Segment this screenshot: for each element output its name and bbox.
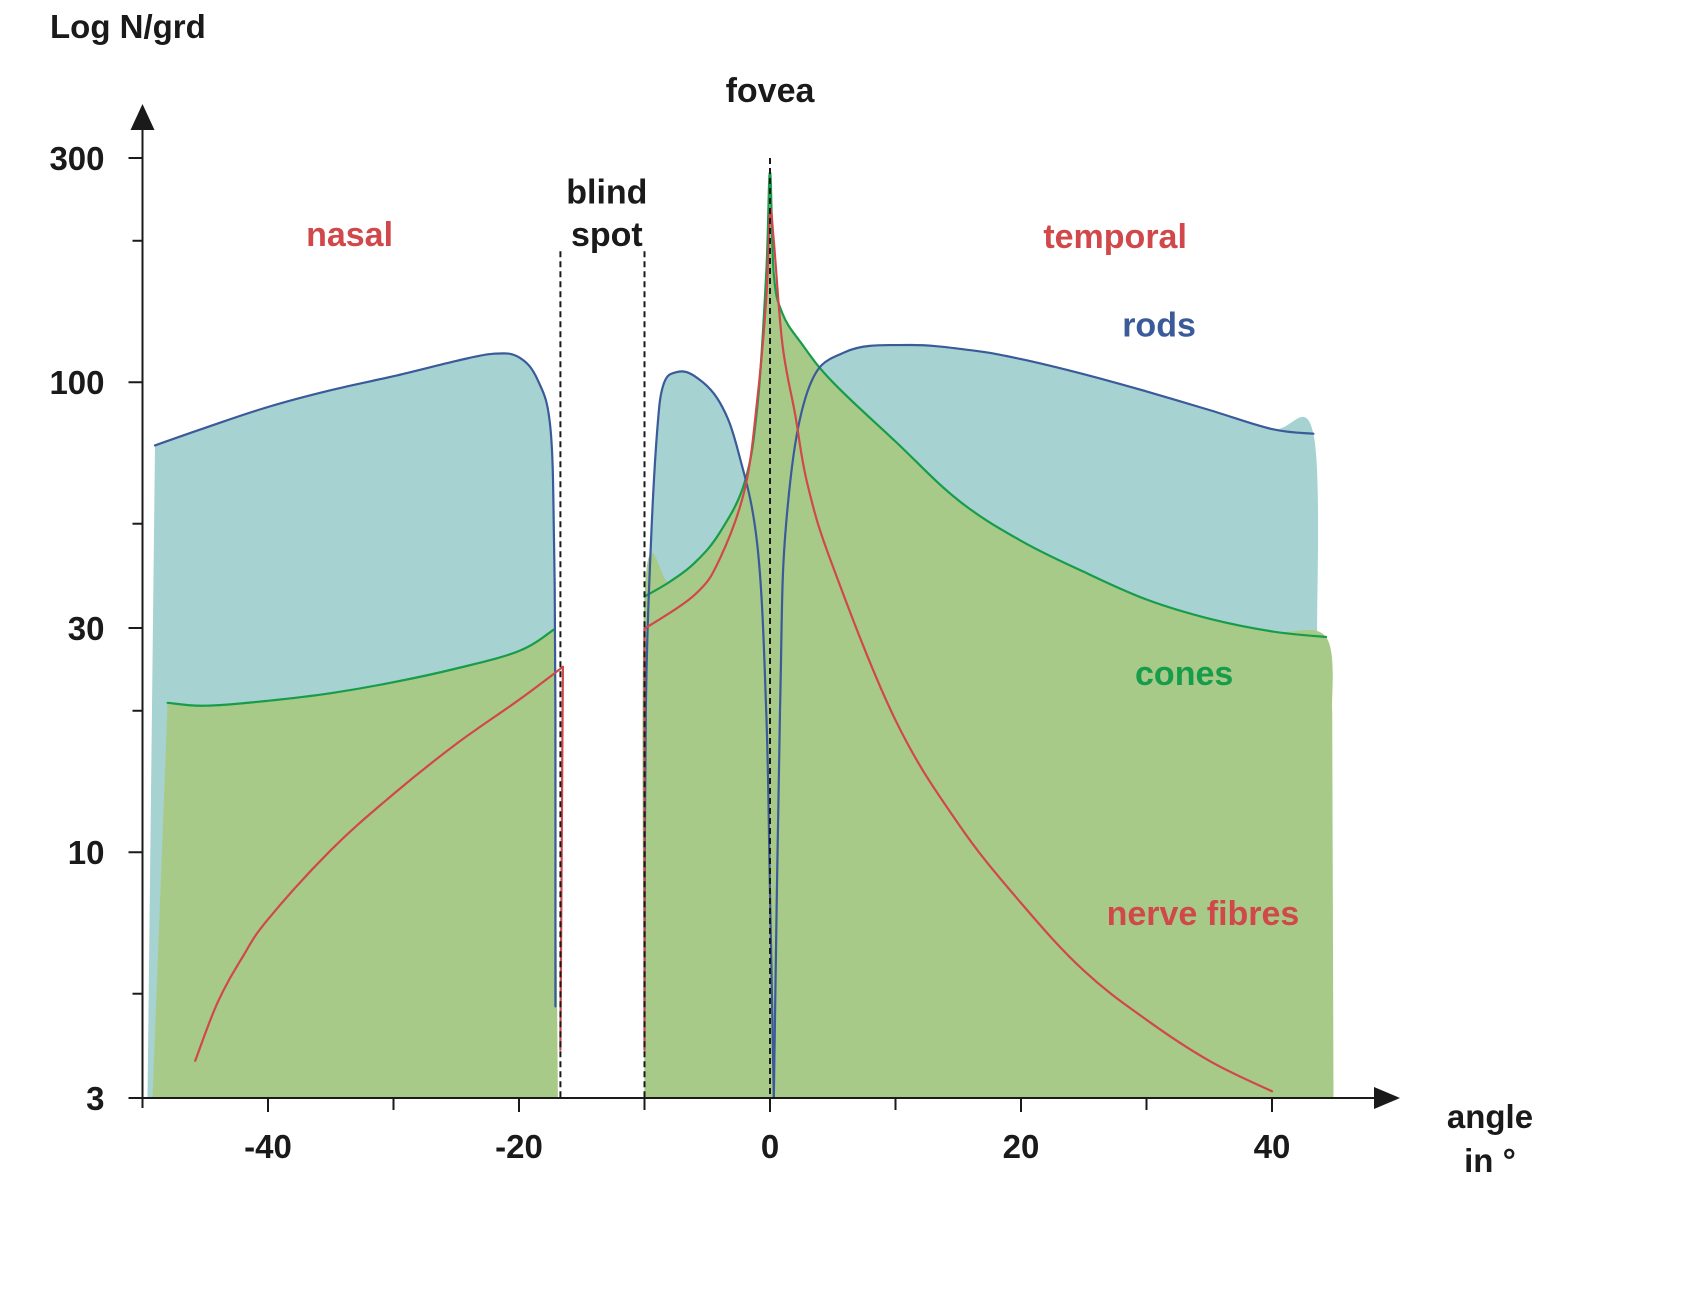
annotation-spot: spot [571, 216, 643, 254]
x-axis-arrow [1374, 1087, 1400, 1109]
axis-ticks: 3 10 30 100 300 -40 -20 0 20 40 [49, 140, 1290, 1165]
chart-annotations: nasal blind spot fovea temporal rods cones nerv… [306, 72, 1299, 933]
y-tick-label: 300 [49, 140, 104, 177]
rods-line-0 [153, 352, 557, 1008]
axis-labels: Log N/grd angle in ° [50, 8, 1533, 1179]
x-tick-label: 20 [1003, 1128, 1040, 1165]
x-axis-label-line-1: angle [1447, 1098, 1533, 1135]
region-divider-lines [559, 158, 771, 1098]
rods-line-2 [772, 343, 1315, 1100]
annotation-nasal: nasal [306, 216, 393, 254]
annotation-rods: rods [1122, 307, 1196, 345]
annotation-blind: blind [566, 174, 647, 212]
cones-area-nasal [152, 629, 558, 1098]
y-tick-label: 10 [68, 834, 105, 871]
y-tick-label: 100 [49, 364, 104, 401]
annotation-temporal: temporal [1043, 218, 1187, 256]
annotation-nerve-fibres: nerve fibres [1107, 895, 1300, 933]
y-axis-arrow [130, 104, 155, 130]
x-tick-label: 0 [761, 1128, 779, 1165]
nerve-fibres-line-0 [194, 665, 564, 1062]
y-tick-label: 3 [86, 1080, 104, 1117]
chart-series-lines [153, 171, 1328, 1100]
cones-line-1 [643, 171, 1328, 639]
nerve-fibres-line-3 [643, 207, 1274, 1093]
rods-line-1 [643, 370, 775, 1100]
x-axis-label-line-2: in ° [1464, 1142, 1516, 1179]
chart-fills [147, 172, 1334, 1099]
chart-axes [130, 104, 1400, 1109]
x-tick-label: -40 [244, 1128, 292, 1165]
y-tick-label: 30 [68, 610, 105, 647]
cones-line-0 [166, 628, 556, 707]
cones-area-temporal [642, 172, 1334, 1099]
y-axis-label: Log N/grd [50, 8, 206, 45]
annotation-cones: cones [1135, 655, 1233, 693]
annotation-fovea: fovea [726, 72, 816, 110]
x-tick-label: 40 [1254, 1128, 1291, 1165]
x-tick-label: -20 [495, 1128, 543, 1165]
